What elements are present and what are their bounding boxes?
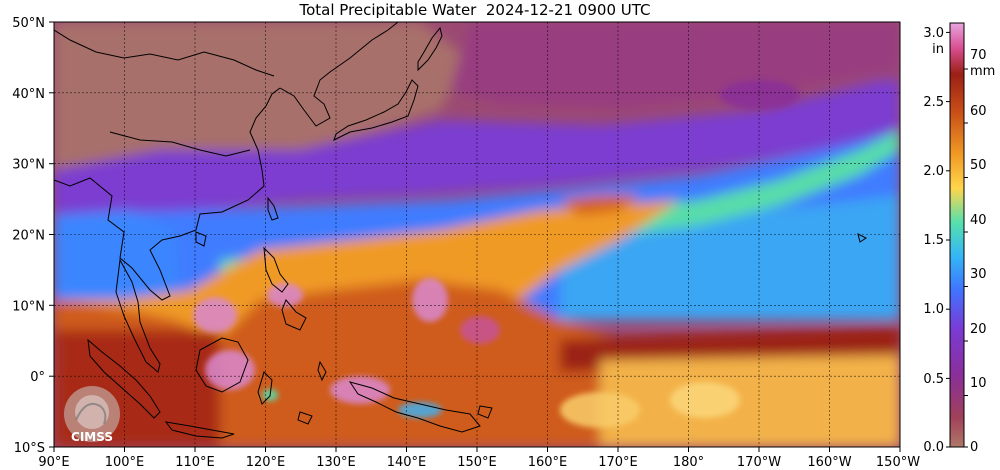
lon-label: 150°E	[457, 455, 497, 470]
lon-label: 180°	[673, 455, 704, 470]
axis-ticks	[49, 21, 901, 452]
inch-tick: 0.0	[923, 440, 944, 455]
map-title: Total Precipitable Water 2024-12-21 0900…	[299, 1, 651, 19]
lon-label: 130°E	[316, 455, 356, 470]
mm-tick: 70	[970, 48, 987, 63]
longitude-labels: 90°E 100°E 110°E 120°E 130°E 140°E 150°E…	[38, 455, 920, 470]
graticule	[54, 22, 900, 447]
mm-tick: 20	[970, 322, 987, 337]
mm-tick: 30	[970, 267, 987, 282]
lon-label: 140°E	[387, 455, 427, 470]
lon-label: 150°W	[876, 455, 920, 470]
coastlines	[54, 22, 867, 439]
mm-tick: 40	[970, 213, 987, 228]
lon-label: 170°W	[737, 455, 781, 470]
lat-label: 30°N	[12, 158, 45, 173]
mm-tick: 50	[970, 158, 987, 173]
lon-label: 110°E	[175, 455, 215, 470]
mm-tick: 0	[970, 440, 978, 455]
logo-text: CIMSS	[71, 430, 113, 444]
inch-tick: 1.5	[923, 233, 944, 248]
inch-tick: 2.5	[923, 95, 944, 110]
colorbar-gradient	[949, 22, 965, 448]
inch-unit: in	[932, 42, 944, 57]
mm-unit: mm	[970, 64, 995, 79]
mm-tick: 60	[970, 104, 987, 119]
lat-label: 40°N	[12, 87, 45, 102]
lat-label: 0°	[30, 370, 45, 385]
lon-label: 160°W	[807, 455, 851, 470]
lon-label: 170°E	[598, 455, 638, 470]
cimss-logo: CIMSS	[64, 386, 120, 444]
lon-label: 120°E	[246, 455, 286, 470]
lon-label: 100°E	[105, 455, 145, 470]
inch-tick: 3.0	[923, 26, 944, 41]
colorbar: 3.0 in 2.5 2.0 1.5 1.0 0.5 0.0 70 mm 60 …	[923, 22, 995, 455]
latitude-labels: 50°N 40°N 30°N 20°N 10°N 0° 10°S	[12, 16, 45, 456]
lat-label: 10°N	[12, 299, 45, 314]
tpw-field: CIMSS	[54, 22, 900, 447]
lon-label: 160°E	[528, 455, 568, 470]
lat-label: 20°N	[12, 229, 45, 244]
inch-tick: 0.5	[923, 372, 944, 387]
lat-label: 50°N	[12, 16, 45, 31]
inch-tick: 1.0	[923, 302, 944, 317]
lat-label: 10°S	[14, 441, 45, 456]
mm-tick: 10	[970, 376, 987, 391]
inch-tick: 2.0	[923, 164, 944, 179]
lon-label: 90°E	[38, 455, 69, 470]
